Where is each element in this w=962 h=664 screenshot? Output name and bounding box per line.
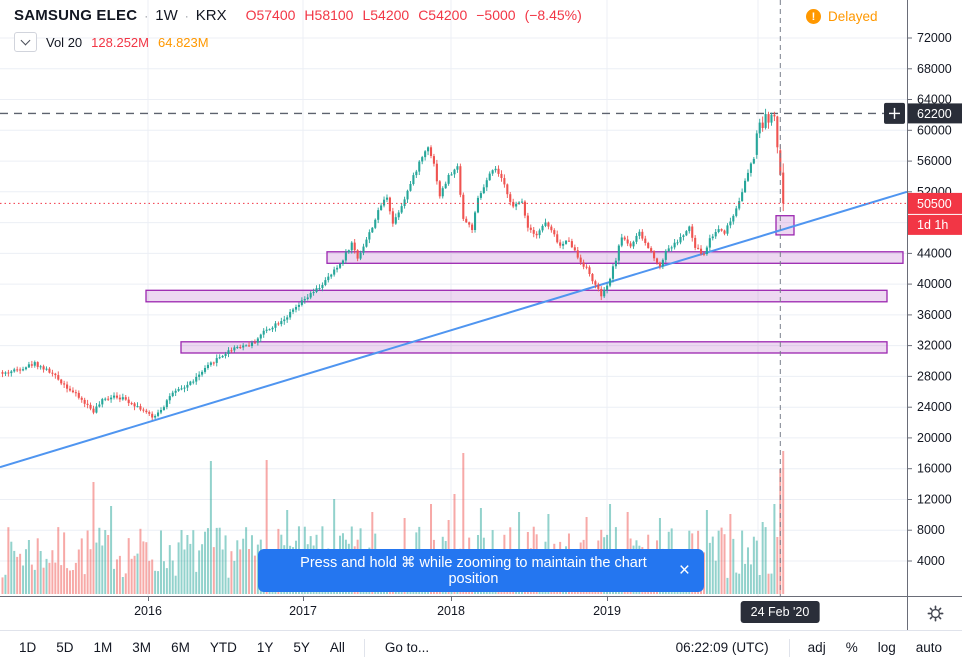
warning-icon: ! — [806, 9, 821, 24]
year-label: 2019 — [593, 604, 621, 618]
volume-indicator-legend: Vol 20 128.252M 64.823M — [14, 32, 209, 52]
price-tick-label: 36000 — [917, 308, 952, 322]
price-tick-label: 20000 — [917, 431, 952, 445]
chart-interval[interactable]: 1W — [155, 7, 178, 24]
price-tick-label: 44000 — [917, 246, 952, 260]
scale-toggle-percent[interactable]: % — [845, 640, 858, 655]
price-tick-label: 16000 — [917, 462, 952, 476]
close-value: C54200 — [418, 7, 468, 23]
year-tick — [607, 597, 608, 601]
bottom-toolbar: 1D 5D 1M 3M 6M YTD 1Y 5Y All Go to... 06:22:09 (… — [0, 630, 962, 664]
price-tick-label: 8000 — [917, 523, 945, 537]
goto-button[interactable]: Go to... — [384, 640, 430, 655]
price-tick-label: 72000 — [917, 31, 952, 45]
toolbar-divider — [788, 638, 790, 657]
year-tick — [303, 597, 304, 601]
price-tick-label: 12000 — [917, 493, 952, 507]
scale-toggle-auto[interactable]: auto — [915, 640, 942, 655]
legend-separator: · — [184, 9, 189, 23]
crosshair-date-badge: 24 Feb '20 — [740, 601, 820, 623]
year-label: 2018 — [437, 604, 465, 618]
ohlc-values: O57400 H58100 L54200 C54200 −5000 (−8.45… — [246, 7, 582, 23]
low-value: L54200 — [362, 7, 410, 23]
range-button-ytd[interactable]: YTD — [209, 640, 237, 655]
close-icon[interactable]: × — [678, 560, 690, 581]
delayed-data-badge[interactable]: ! Delayed — [806, 9, 878, 24]
legend-separator: · — [144, 9, 149, 23]
range-button-1y[interactable]: 1Y — [256, 640, 274, 655]
symbol-legend: SAMSUNG ELEC · 1W · KRX O57400 H58100 L5… — [14, 7, 582, 24]
year-label: 2016 — [134, 604, 162, 618]
year-label: 2017 — [289, 604, 317, 618]
bar-countdown-label: 1d 1h — [917, 218, 948, 232]
price-tick-label: 56000 — [917, 154, 952, 168]
range-button-5d[interactable]: 5D — [56, 640, 74, 655]
range-button-5y[interactable]: 5Y — [293, 640, 310, 655]
clock-utc[interactable]: 06:22:09 (UTC) — [675, 640, 769, 655]
ath-price-badge-label: 62200 — [917, 107, 952, 121]
year-tick — [451, 597, 452, 601]
range-button-all[interactable]: All — [329, 640, 345, 655]
time-axis[interactable]: 2016 2017 2018 2019 24 Feb '20 — [0, 596, 962, 630]
symbol-name[interactable]: SAMSUNG ELEC — [14, 7, 138, 24]
trend-line[interactable] — [0, 190, 908, 469]
range-button-6m[interactable]: 6M — [171, 640, 190, 655]
price-tick-label: 40000 — [917, 277, 952, 291]
price-tick-label: 28000 — [917, 369, 952, 383]
ath-price-badge — [908, 103, 962, 124]
zoom-hint-toast: Press and hold ⌘ while zooming to mainta… — [258, 549, 704, 592]
last-price-badge-label: 50500 — [917, 197, 952, 211]
scale-toggle-log[interactable]: log — [877, 640, 896, 655]
range-button-1d[interactable]: 1D — [19, 640, 37, 655]
year-tick — [148, 597, 149, 601]
price-tick-label: 60000 — [917, 123, 952, 137]
open-value: O57400 — [245, 7, 296, 23]
price-tick-label: 4000 — [917, 554, 945, 568]
volume-value: 128.252M — [91, 34, 149, 50]
price-tick-label: 32000 — [917, 339, 952, 353]
candlestick-series — [1, 108, 785, 420]
change-percent: (−8.45%) — [524, 7, 582, 23]
toast-message: Press and hold ⌘ while zooming to mainta… — [300, 554, 647, 587]
volume-indicator-name[interactable]: Vol 20 — [46, 34, 83, 50]
volume-ma-value: 64.823M — [158, 34, 209, 50]
price-chart-canvas[interactable]: 7200068000640006000056000520004400040000… — [0, 0, 962, 596]
chevron-down-icon — [20, 35, 31, 46]
gear-icon — [927, 605, 943, 622]
bar-countdown-badge — [908, 214, 962, 235]
high-value: H58100 — [304, 7, 354, 23]
price-tick-label: 68000 — [917, 62, 952, 76]
price-tick-label: 24000 — [917, 400, 952, 414]
last-price-badge — [908, 192, 962, 214]
price-axis[interactable]: 7200068000640006000056000520004400040000… — [884, 0, 962, 596]
price-tick-label: 64000 — [917, 93, 952, 107]
scale-toggle-adj[interactable]: adj — [807, 640, 826, 655]
range-button-3m[interactable]: 3M — [132, 640, 152, 655]
change-value: −5000 — [476, 7, 516, 23]
delayed-label: Delayed — [828, 9, 878, 24]
range-button-1m[interactable]: 1M — [93, 640, 113, 655]
legend-collapse-button[interactable] — [14, 32, 37, 52]
time-axis-settings[interactable] — [907, 597, 962, 630]
toolbar-divider — [363, 638, 365, 657]
exchange-name[interactable]: KRX — [195, 7, 227, 24]
